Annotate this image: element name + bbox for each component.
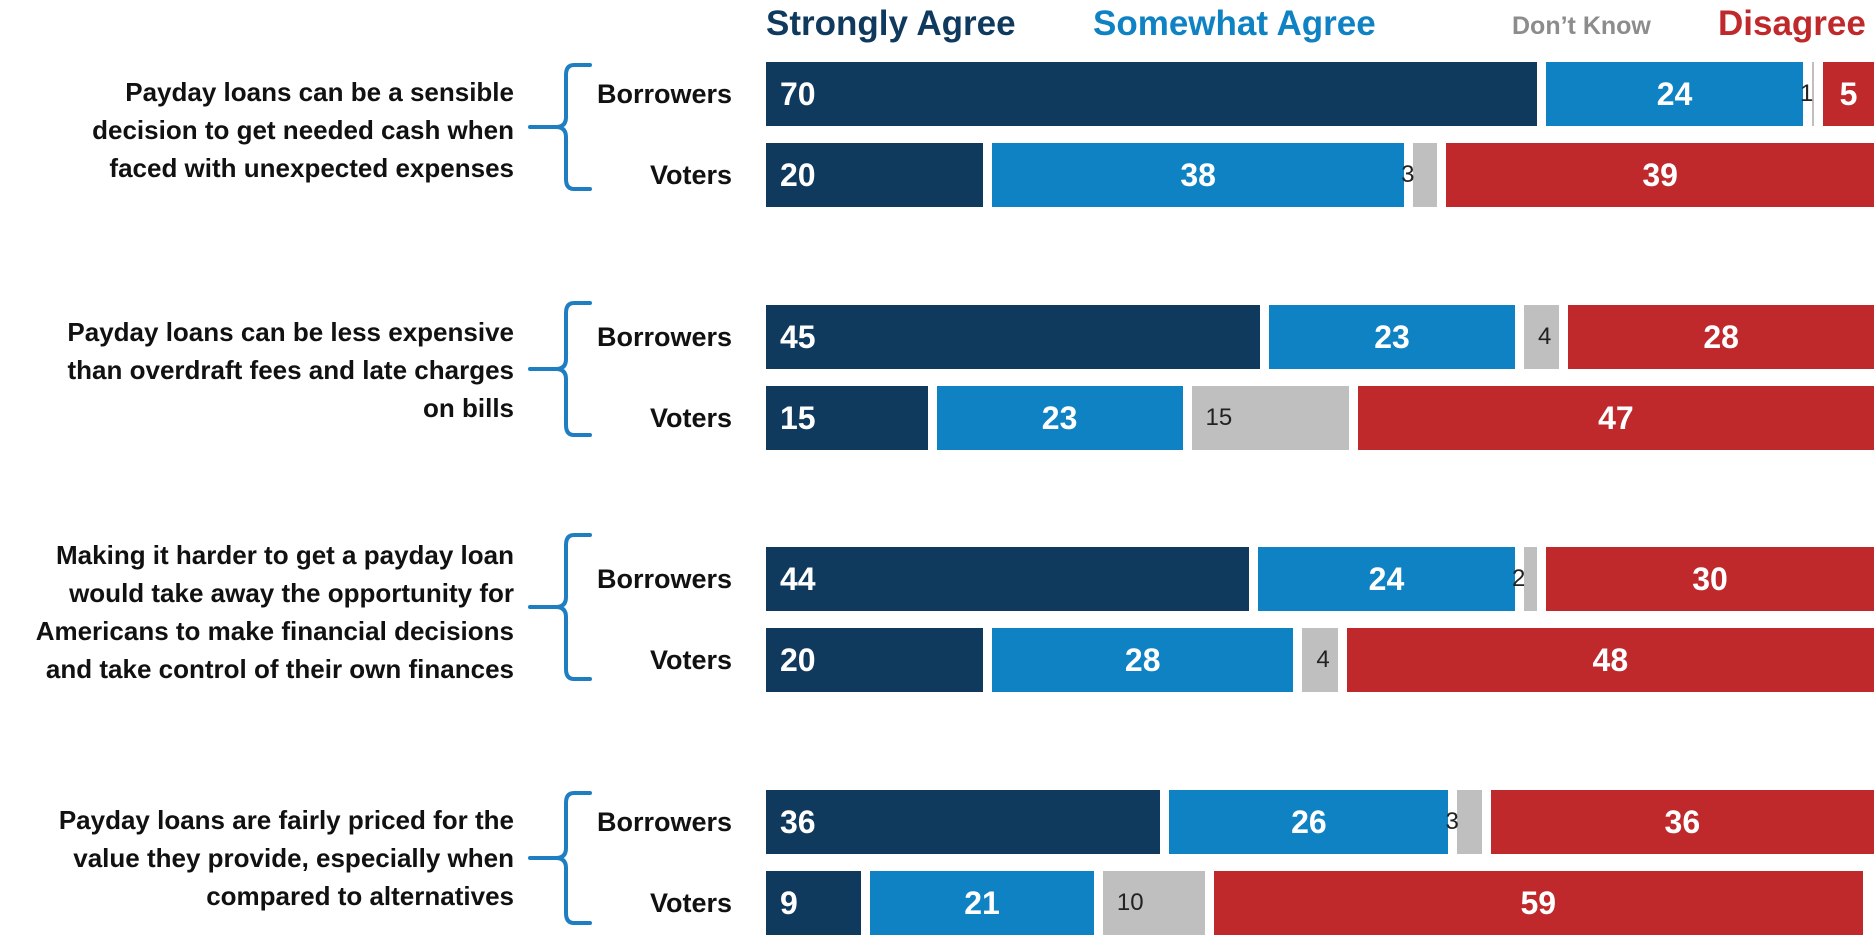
row-label-borrowers: Borrowers xyxy=(596,79,732,109)
data-label: 15 xyxy=(780,400,816,436)
bar-segment-somewhat-agree xyxy=(1546,62,1803,126)
data-label: 36 xyxy=(1664,804,1701,840)
data-label: 48 xyxy=(1592,642,1629,678)
brace-icon xyxy=(528,301,592,437)
row-label-borrowers: Borrowers xyxy=(596,322,732,352)
data-label: 15 xyxy=(1205,404,1233,431)
bar-segment-dont-know xyxy=(1457,790,1482,854)
row-label-borrowers: Borrowers xyxy=(596,807,732,837)
statement-line: Payday loans can be less expensive xyxy=(67,317,514,347)
bar-segment-somewhat-agree xyxy=(1169,790,1449,854)
data-label: 24 xyxy=(1368,561,1405,597)
statement-text: Payday loans can be less expensive than o… xyxy=(0,313,514,427)
data-label: 20 xyxy=(780,157,816,193)
data-label: 3 xyxy=(1445,808,1459,835)
bar-segment-dont-know xyxy=(1413,143,1438,207)
statement-line: than overdraft fees and late charges xyxy=(67,355,514,385)
statement-line: decision to get needed cash when xyxy=(92,115,514,145)
brace-icon xyxy=(528,533,592,681)
statement-line: Payday loans are fairly priced for the xyxy=(58,805,514,835)
statement-text: Payday loans can be a sensible decision t… xyxy=(0,73,514,187)
bar-segment-strongly-agree xyxy=(766,871,862,935)
data-label: 70 xyxy=(780,76,816,112)
bar-segment-disagree xyxy=(1568,305,1874,369)
data-label: 44 xyxy=(780,561,816,597)
data-label: 30 xyxy=(1692,561,1728,597)
data-label: 59 xyxy=(1520,885,1557,921)
data-label: 47 xyxy=(1598,400,1634,436)
bar-segment-somewhat-agree xyxy=(1258,547,1515,611)
bar-segment-dont-know xyxy=(1191,386,1349,450)
statement-line: faced with unexpected expenses xyxy=(109,153,514,183)
data-label: 5 xyxy=(1839,76,1858,112)
data-label: 4 xyxy=(1316,646,1330,673)
bar-segment-strongly-agree xyxy=(766,790,1161,854)
bar-segment-strongly-agree xyxy=(766,547,1250,611)
bar-segment-disagree xyxy=(1213,871,1863,935)
brace-icon xyxy=(528,791,592,925)
bar-segment-strongly-agree xyxy=(766,143,984,207)
data-label: 10 xyxy=(1116,889,1144,916)
row-label-voters: Voters xyxy=(649,160,732,190)
data-label: 28 xyxy=(1703,319,1739,355)
bar-segment-somewhat-agree xyxy=(992,143,1405,207)
bar-segment-disagree xyxy=(1357,386,1874,450)
statement-line: would take away the opportunity for xyxy=(69,578,514,608)
data-label: 4 xyxy=(1537,323,1552,350)
bar-segment-dont-know xyxy=(1302,628,1338,692)
legend-somewhat-agree: Somewhat Agree xyxy=(1093,4,1376,43)
bar-segment-disagree xyxy=(1823,62,1874,126)
statement-line: Making it harder to get a payday loan xyxy=(56,540,514,570)
bar-segment-strongly-agree xyxy=(766,386,928,450)
data-label: 20 xyxy=(780,642,816,678)
bar-segment-somewhat-agree xyxy=(992,628,1294,692)
data-label: 36 xyxy=(780,804,816,840)
data-label: 26 xyxy=(1291,804,1327,840)
data-label: 23 xyxy=(1041,400,1078,436)
bar-segment-disagree xyxy=(1346,628,1874,692)
statement-text: Making it harder to get a payday loan wou… xyxy=(0,536,514,688)
legend-dont-know: Don’t Know xyxy=(1512,12,1651,40)
statement-line: on bills xyxy=(423,393,514,423)
data-label: 24 xyxy=(1656,76,1693,112)
brace-icon xyxy=(528,63,592,191)
bar-segment-dont-know xyxy=(1812,62,1815,126)
bar-segment-somewhat-agree xyxy=(1269,305,1515,369)
statement-line: Americans to make financial decisions xyxy=(35,616,514,646)
bar-segment-strongly-agree xyxy=(766,628,984,692)
data-label: 3 xyxy=(1401,161,1415,188)
bar-segment-strongly-agree xyxy=(766,305,1261,369)
bar-segment-disagree xyxy=(1446,143,1874,207)
bar-segment-dont-know xyxy=(1523,547,1538,611)
statement-line: value they provide, especially when xyxy=(73,843,514,873)
data-label: 39 xyxy=(1642,157,1678,193)
data-label: 23 xyxy=(1374,319,1410,355)
data-label: 1 xyxy=(1800,80,1814,107)
statement-line: compared to alternatives xyxy=(206,881,514,911)
statement-line: Payday loans can be a sensible xyxy=(125,77,514,107)
legend-strongly-agree: Strongly Agree xyxy=(766,4,1016,43)
bar-segment-somewhat-agree xyxy=(870,871,1094,935)
statement-line: and take control of their own finances xyxy=(45,654,514,684)
bar-segment-disagree xyxy=(1490,790,1874,854)
row-label-borrowers: Borrowers xyxy=(596,564,732,594)
legend-disagree: Disagree xyxy=(1718,4,1866,43)
bar-segment-strongly-agree xyxy=(766,62,1538,126)
data-label: 9 xyxy=(780,885,798,921)
bar-segment-dont-know xyxy=(1523,305,1560,369)
row-label-voters: Voters xyxy=(649,888,732,918)
bar-segment-dont-know xyxy=(1102,871,1205,935)
row-label-voters: Voters xyxy=(649,645,732,675)
bar-segment-disagree xyxy=(1546,547,1874,611)
data-label: 2 xyxy=(1511,565,1526,592)
data-label: 21 xyxy=(964,885,1000,921)
row-label-voters: Voters xyxy=(649,403,732,433)
bar-segment-somewhat-agree xyxy=(936,386,1183,450)
data-label: 45 xyxy=(780,319,816,355)
data-label: 28 xyxy=(1124,642,1161,678)
statement-text: Payday loans are fairly priced for the va… xyxy=(0,801,514,915)
data-label: 38 xyxy=(1180,157,1216,193)
